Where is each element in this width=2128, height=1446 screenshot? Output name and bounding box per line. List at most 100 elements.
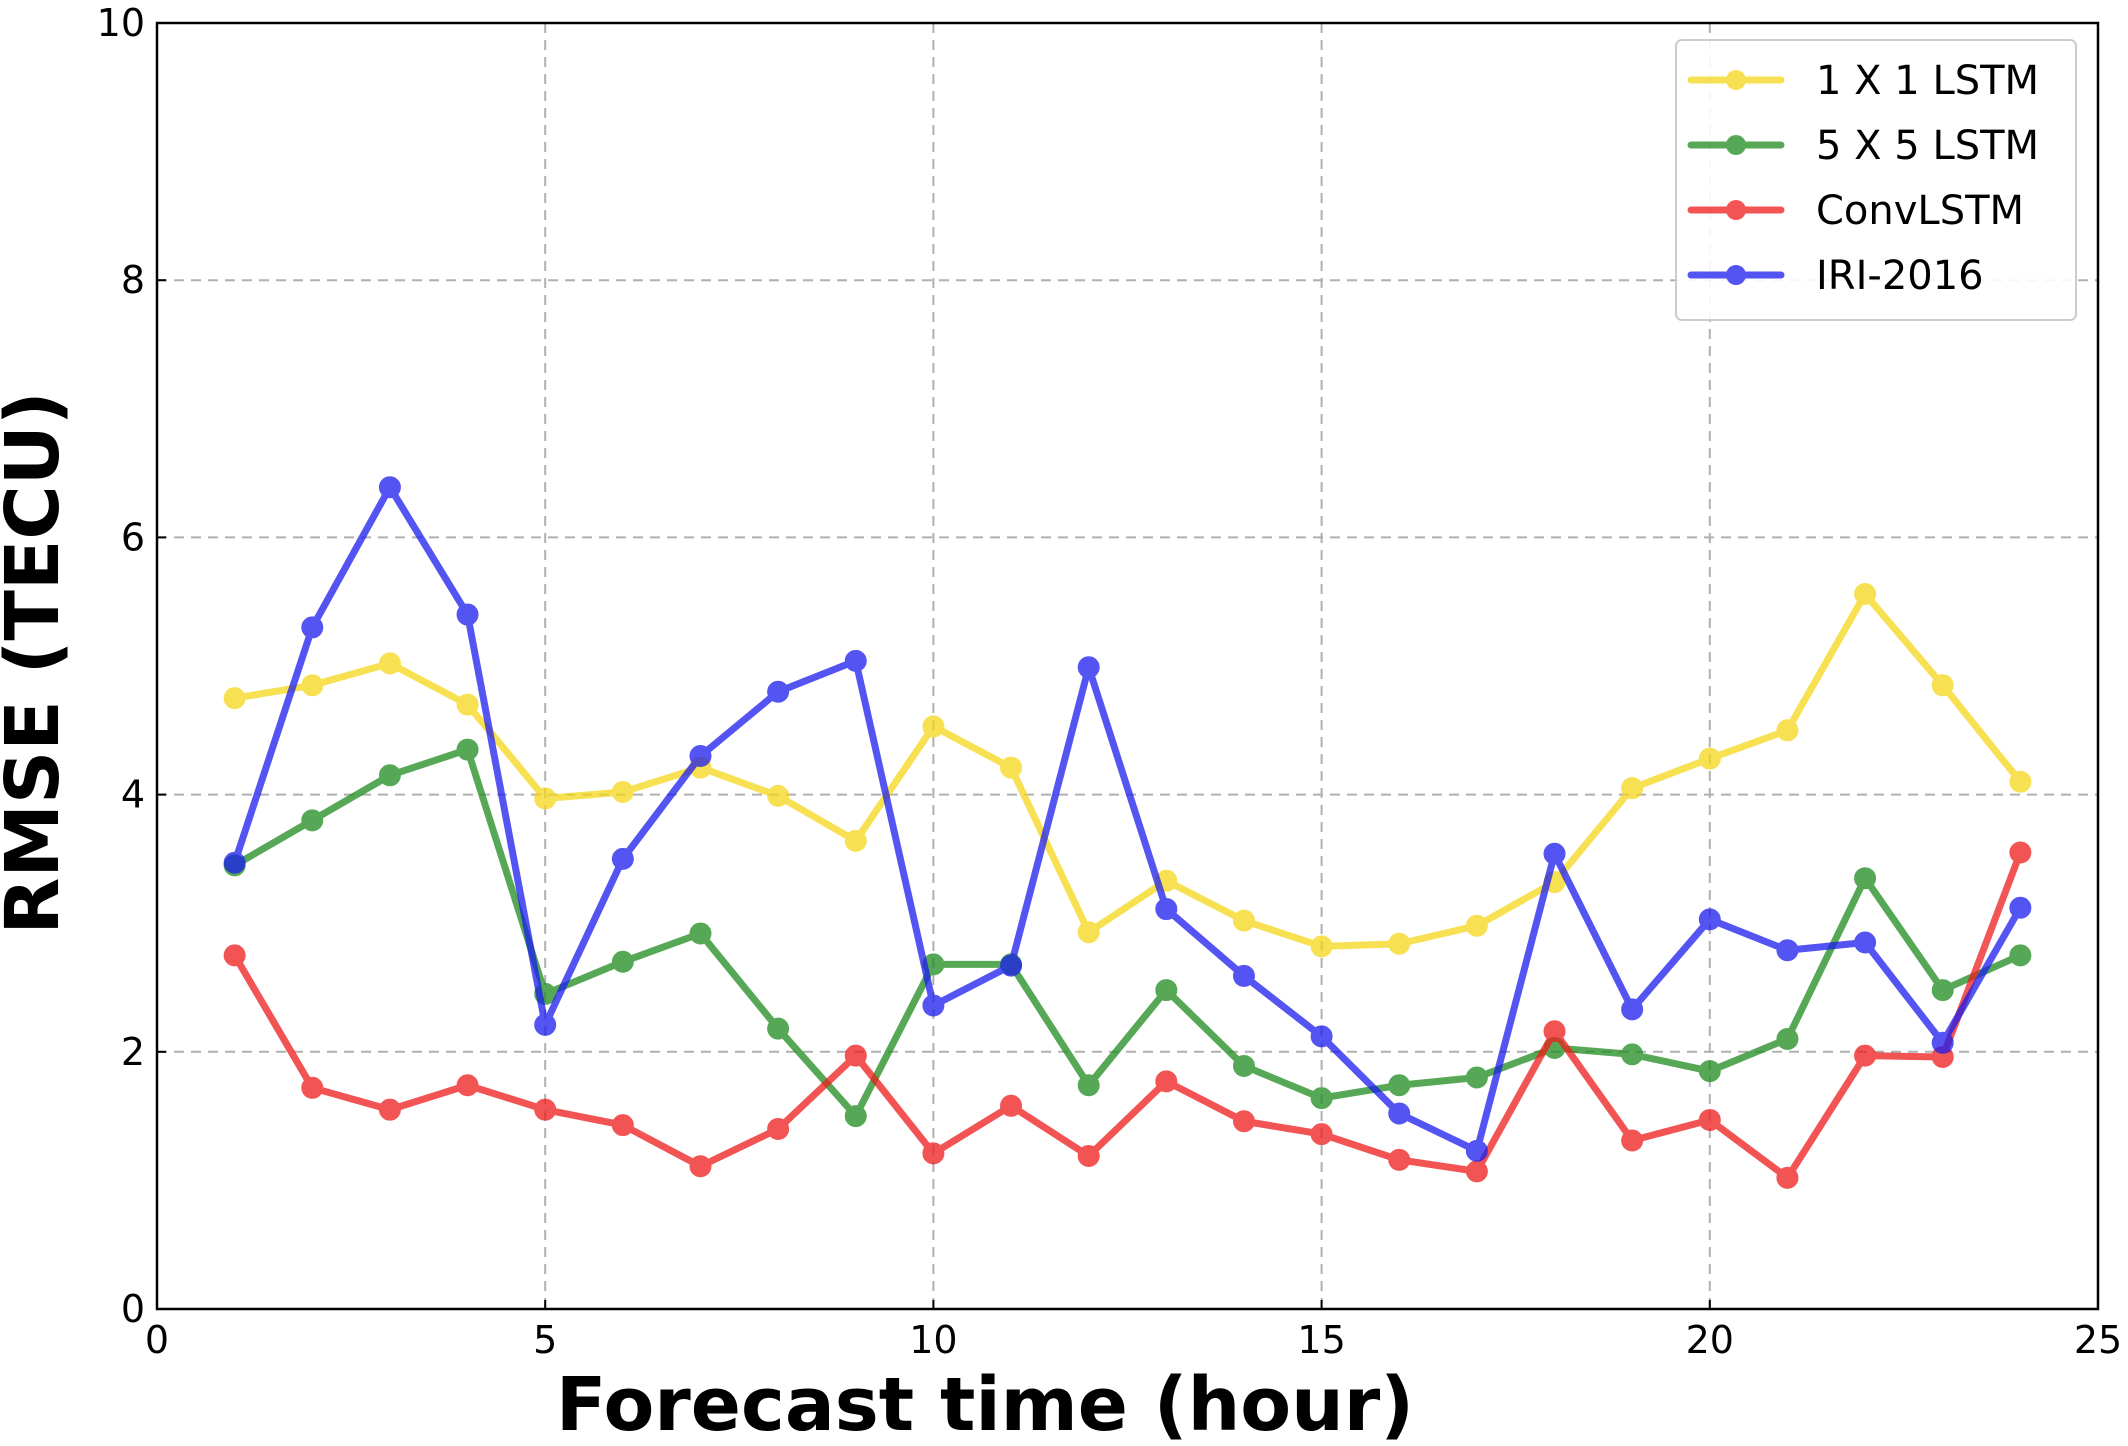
series-2-point-5 <box>611 1114 634 1137</box>
series-3-point-12 <box>1155 898 1178 921</box>
series-1-point-3 <box>456 738 479 761</box>
x-axis-title: Forecast time (hour) <box>556 1362 1414 1446</box>
series-0-point-18 <box>1621 777 1644 800</box>
series-2-point-14 <box>1310 1123 1333 1146</box>
legend-swatch-marker-1 <box>1726 135 1746 155</box>
legend: 1 X 1 LSTM 5 X 5 LSTM ConvLSTM IRI-2016 <box>1675 39 2077 321</box>
y-tick-label-3: 6 <box>121 515 145 559</box>
series-1-point-15 <box>1388 1074 1411 1097</box>
legend-entry-2: ConvLSTM <box>1687 188 2024 234</box>
y-tick-label-1: 2 <box>121 1030 145 1074</box>
x-tick-label-3: 15 <box>1297 1318 1345 1362</box>
series-3-point-4 <box>534 1013 557 1036</box>
series-3-point-1 <box>301 616 324 639</box>
series-line-3 <box>231 483 2024 1155</box>
legend-label-0: 1 X 1 LSTM <box>1816 58 2039 104</box>
series-2-point-15 <box>1388 1148 1411 1171</box>
legend-label-1: 5 X 5 LSTM <box>1816 123 2039 169</box>
series-3-point-5 <box>611 847 634 870</box>
series-1-point-11 <box>1077 1074 1100 1097</box>
series-2-point-4 <box>534 1098 557 1121</box>
series-1-point-18 <box>1621 1043 1644 1066</box>
series-0-point-15 <box>1388 932 1411 955</box>
legend-swatch-3 <box>1687 265 1785 285</box>
y-tick-label-5: 10 <box>97 1 145 45</box>
series-0-point-20 <box>1776 719 1799 742</box>
legend-swatch-marker-3 <box>1726 265 1746 285</box>
series-0-point-14 <box>1310 935 1333 958</box>
x-tick-label-2: 10 <box>909 1318 957 1362</box>
series-3-point-18 <box>1621 998 1644 1021</box>
series-0-point-10 <box>1000 756 1023 779</box>
legend-swatch-marker-2 <box>1726 200 1746 220</box>
legend-swatch-0 <box>1687 70 1785 90</box>
series-1-point-23 <box>2009 944 2032 967</box>
series-0-point-7 <box>767 784 790 807</box>
series-1-point-7 <box>767 1017 790 1040</box>
axis-ticks: 0 5 10 15 20 25 0 2 4 6 8 10 <box>97 1 2123 1362</box>
series-0-point-5 <box>611 781 634 804</box>
series-2 <box>223 841 2032 1189</box>
series-line-2 <box>231 848 2024 1182</box>
series-1-point-19 <box>1698 1060 1721 1083</box>
x-tick-label-0: 0 <box>145 1318 169 1362</box>
series-1-point-12 <box>1155 979 1178 1002</box>
series-3-point-19 <box>1698 908 1721 931</box>
legend-entry-1: 5 X 5 LSTM <box>1687 123 2039 169</box>
legend-entry-0: 1 X 1 LSTM <box>1687 58 2039 104</box>
series-2-point-10 <box>1000 1094 1023 1117</box>
series-3-point-21 <box>1854 931 1877 954</box>
series-3-point-3 <box>456 603 479 626</box>
series-0-point-22 <box>1931 674 1954 697</box>
series-3-point-11 <box>1077 656 1100 679</box>
series-2-point-12 <box>1155 1070 1178 1093</box>
series-1-point-21 <box>1854 867 1877 890</box>
series-1-point-13 <box>1232 1054 1255 1077</box>
series-0 <box>223 582 2032 958</box>
y-axis-title: RMSE (TECU) <box>0 391 76 934</box>
series-2-point-18 <box>1621 1129 1644 1152</box>
series-0-point-9 <box>922 715 945 738</box>
series-3-point-14 <box>1310 1025 1333 1048</box>
series-0-point-3 <box>456 693 479 716</box>
series-0-point-1 <box>301 674 324 697</box>
series-3-point-9 <box>922 994 945 1017</box>
series-2-point-23 <box>2009 841 2032 864</box>
series-2-point-21 <box>1854 1044 1877 1067</box>
series-1-point-14 <box>1310 1087 1333 1110</box>
series-3 <box>223 476 2032 1162</box>
legend-entry-3: IRI-2016 <box>1687 253 1984 299</box>
series-2-point-16 <box>1465 1160 1488 1183</box>
series-2-point-9 <box>922 1142 945 1165</box>
legend-label-3: IRI-2016 <box>1816 253 1984 299</box>
series-3-point-16 <box>1465 1139 1488 1162</box>
series-3-point-2 <box>378 476 401 499</box>
series-0-point-2 <box>378 652 401 675</box>
series-2-point-0 <box>223 944 246 967</box>
legend-box <box>1675 39 2077 321</box>
series-2-point-11 <box>1077 1144 1100 1167</box>
series-1-point-8 <box>844 1105 867 1128</box>
series-1-point-5 <box>611 950 634 973</box>
series-3-point-13 <box>1232 964 1255 987</box>
series-2-point-13 <box>1232 1110 1255 1133</box>
series-0-point-8 <box>844 829 867 852</box>
series-2-point-2 <box>378 1098 401 1121</box>
x-tick-label-4: 20 <box>1686 1318 1734 1362</box>
series-2-point-20 <box>1776 1166 1799 1189</box>
series-0-point-13 <box>1232 909 1255 932</box>
series-3-point-10 <box>1000 954 1023 977</box>
series-3-point-22 <box>1931 1031 1954 1054</box>
series-0-point-19 <box>1698 747 1721 770</box>
y-tick-label-0: 0 <box>121 1287 145 1331</box>
series-0-point-16 <box>1465 914 1488 937</box>
series-3-point-0 <box>223 851 246 874</box>
series-line-0 <box>231 590 2024 950</box>
series-1 <box>223 738 2032 1128</box>
series-3-point-20 <box>1776 939 1799 962</box>
y-tick-label-2: 4 <box>121 773 145 817</box>
series-0-point-21 <box>1854 582 1877 605</box>
plot-frame <box>155 21 2100 1311</box>
series-3-point-6 <box>689 745 712 768</box>
